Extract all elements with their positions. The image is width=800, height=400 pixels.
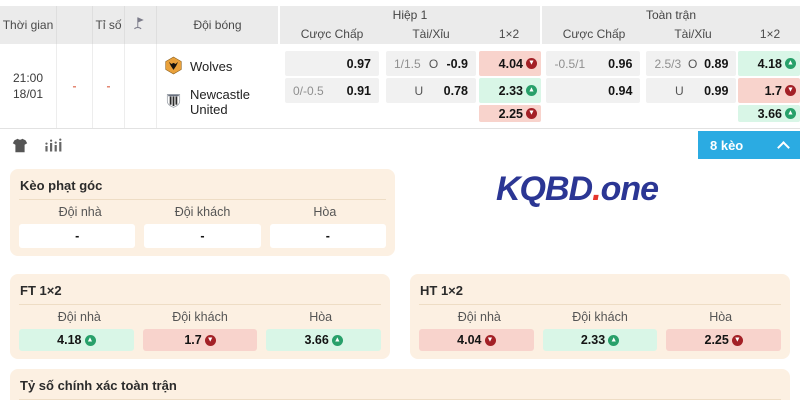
ft-under: U 0.99 [646,78,737,103]
ft-away-label: Đội khách [172,310,228,324]
h1-under: U 0.78 [386,78,476,103]
corner-away-label: Đội khách [174,205,231,219]
site-logo: KQBD.one [496,170,659,208]
odds-up-icon [785,58,796,69]
half1-overunder-header: Tài/Xỉu [412,27,450,41]
status-column-header [57,6,93,44]
odds-table: Thời gian Tỉ số Đội bóng Hiệp 1 [0,0,800,129]
odds-down-icon [204,334,216,346]
newcastle-logo [164,91,183,113]
ht-home-label: Đội nhà [457,310,501,324]
jersey-icon[interactable] [12,138,28,153]
h1-1x2-home: 4.04 [479,51,541,76]
corner-flag-icon [133,16,148,34]
home-team-name: Wolves [190,59,233,74]
ft-draw-odds: 3.66 [266,329,382,351]
ft-1x2-home: 4.18 [738,51,800,76]
corner-column-header [125,6,157,44]
ft-handicap-home: -0.5/1 0.96 [546,51,641,76]
half1-1x2-header: 1×2 [498,27,520,41]
ft-home-label: Đội nhà [57,310,101,324]
corner-home-label: Đội nhà [58,205,102,219]
h1-handicap-away: 0/-0.5 0.91 [285,78,379,103]
ht-away-odds: 2.33 [542,329,658,351]
score-column-header: Tỉ số [93,6,125,44]
odds-up-icon [331,334,343,346]
ft-1x2-draw: 3.66 [738,105,800,122]
chevron-up-icon [777,140,790,154]
half1-title: Hiệp 1 [392,8,428,22]
match-time: 21:00 18/01 [0,44,57,128]
fulltime-1x2-header: 1×2 [759,27,781,41]
time-column-header: Thời gian [0,6,57,44]
match-corner-cell [125,44,157,128]
odds-up-icon [84,334,96,346]
corner-draw-label: Hòa [313,205,337,219]
ft-section-title: FT 1×2 [19,280,381,305]
teams-cell: Wolves Newcastle United [157,44,278,128]
correct-score-title: Tỷ số chính xác toàn trận [19,375,781,400]
half1-odds: 0.97 0/-0.5 0.91 1/1.5 O -0.9 U [280,44,542,128]
corner-home-odds: - [19,224,136,248]
ft-over: 2.5/3 O 0.89 [646,51,737,76]
ht-away-label: Đội khách [572,310,628,324]
fulltime-odds: -0.5/1 0.96 0.94 2.5/3 O 0.89 [542,44,800,128]
toolbar: 8 kèo [0,129,800,161]
match-score: - [93,44,125,128]
ft-handicap-away: 0.94 [546,78,641,103]
odds-down-icon [785,85,796,96]
h1-1x2-draw: 2.25 [479,105,541,122]
h1-1x2-away: 2.33 [479,78,541,103]
ft-1x2-section: FT 1×2 Đội nhà Đội khách Hòa 4.18 1.7 [10,274,390,359]
corner-odds-section: Kèo phạt góc Đội nhà Đội khách Hòa - - - [10,169,395,256]
fulltime-title: Toàn trận [645,8,697,22]
odds-down-icon [484,334,496,346]
team-column-header: Đội bóng [193,18,242,32]
ft-away-odds: 1.7 [142,329,258,351]
half1-header: Hiệp 1 Cược Chấp Tài/Xỉu 1×2 [280,6,540,44]
ft-home-odds: 4.18 [19,329,134,351]
h1-over: 1/1.5 O -0.9 [386,51,476,76]
ft-draw-label: Hòa [309,310,333,324]
odds-up-icon [785,108,796,119]
corner-section-title: Kèo phạt góc [19,175,386,200]
h1-handicap-home: 0.97 [285,51,379,76]
odds-down-icon [526,58,537,69]
half1-handicap-header: Cược Chấp [300,27,364,41]
away-team-name: Newcastle United [190,86,250,117]
corner-away-odds: - [144,224,261,248]
odds-table-header: Thời gian Tỉ số Đội bóng Hiệp 1 [0,6,800,44]
fulltime-handicap-header: Cược Chấp [562,27,626,41]
stats-icon[interactable] [44,137,63,153]
odds-up-icon [608,334,620,346]
odds-down-icon [526,108,537,119]
match-row: 21:00 18/01 - - [0,44,800,129]
odds-up-icon [526,85,537,96]
odds-down-icon [731,334,743,346]
fulltime-header: Toàn trận Cược Chấp Tài/Xỉu 1×2 [542,6,800,44]
bets-count-label: 8 kèo [710,137,744,153]
home-team-link[interactable]: Wolves [164,56,278,78]
away-team-link[interactable]: Newcastle United [164,87,278,117]
ht-home-odds: 4.04 [419,329,534,351]
ht-draw-label: Hòa [709,310,733,324]
ht-section-title: HT 1×2 [419,280,781,305]
ht-1x2-section: HT 1×2 Đội nhà Đội khách Hòa 4.04 2.33 [410,274,790,359]
match-status: - [57,44,93,128]
corner-draw-odds: - [269,224,386,248]
match-info-header: Thời gian Tỉ số Đội bóng [0,6,278,44]
ht-draw-odds: 2.25 [666,329,782,351]
wolves-logo [164,56,183,78]
fulltime-overunder-header: Tài/Xỉu [674,27,712,41]
ft-1x2-away: 1.7 [738,78,800,103]
correct-score-section: Tỷ số chính xác toàn trận 1 - 0 12 2 - 0… [10,369,790,400]
bets-count-button[interactable]: 8 kèo [698,131,800,159]
